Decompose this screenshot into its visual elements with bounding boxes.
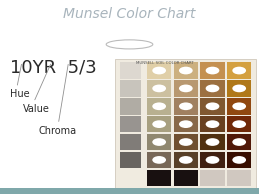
Bar <box>147 134 171 150</box>
Circle shape <box>152 85 166 92</box>
Circle shape <box>179 138 193 146</box>
Circle shape <box>106 40 153 49</box>
Circle shape <box>232 67 246 74</box>
Bar <box>120 80 141 97</box>
Circle shape <box>152 120 166 128</box>
Bar <box>227 98 251 114</box>
Bar <box>200 134 225 150</box>
Circle shape <box>232 85 246 92</box>
Bar <box>174 134 198 150</box>
Bar <box>120 134 141 150</box>
Text: MUNSELL SOIL COLOR CHART: MUNSELL SOIL COLOR CHART <box>136 61 193 65</box>
Circle shape <box>179 67 193 74</box>
Text: 10YR  5/3: 10YR 5/3 <box>10 59 97 77</box>
Bar <box>147 62 171 79</box>
Circle shape <box>206 85 219 92</box>
Bar <box>120 62 141 79</box>
Bar <box>200 116 225 132</box>
Bar <box>147 80 171 97</box>
Circle shape <box>152 102 166 110</box>
Text: Value: Value <box>23 104 50 114</box>
Bar <box>200 170 225 186</box>
Circle shape <box>232 138 246 146</box>
Circle shape <box>179 102 193 110</box>
Circle shape <box>232 120 246 128</box>
Circle shape <box>152 67 166 74</box>
Bar <box>147 116 171 132</box>
Bar <box>115 59 256 190</box>
Text: Munsel Color Chart: Munsel Color Chart <box>63 7 196 21</box>
Bar <box>200 80 225 97</box>
Bar <box>147 152 171 168</box>
Bar <box>174 152 198 168</box>
Circle shape <box>206 67 219 74</box>
Bar <box>120 98 141 114</box>
Bar <box>174 116 198 132</box>
Circle shape <box>206 102 219 110</box>
Bar <box>174 80 198 97</box>
Bar <box>227 62 251 79</box>
Bar <box>200 98 225 114</box>
Circle shape <box>206 120 219 128</box>
Bar <box>227 170 251 186</box>
Circle shape <box>206 138 219 146</box>
Circle shape <box>179 120 193 128</box>
Bar <box>174 98 198 114</box>
Bar <box>120 152 141 168</box>
Bar <box>200 152 225 168</box>
Bar <box>227 152 251 168</box>
Circle shape <box>179 156 193 164</box>
Bar <box>174 62 198 79</box>
Bar <box>0 188 259 194</box>
Circle shape <box>232 102 246 110</box>
Bar <box>227 134 251 150</box>
Circle shape <box>152 156 166 164</box>
Circle shape <box>232 156 246 164</box>
Bar <box>174 170 198 186</box>
Text: Chroma: Chroma <box>39 126 77 136</box>
Circle shape <box>206 156 219 164</box>
Text: Hue: Hue <box>10 89 30 99</box>
Bar <box>200 62 225 79</box>
Bar <box>227 116 251 132</box>
Bar <box>147 170 171 186</box>
Bar <box>120 116 141 132</box>
Bar <box>147 98 171 114</box>
Bar <box>227 80 251 97</box>
Circle shape <box>152 138 166 146</box>
Circle shape <box>179 85 193 92</box>
